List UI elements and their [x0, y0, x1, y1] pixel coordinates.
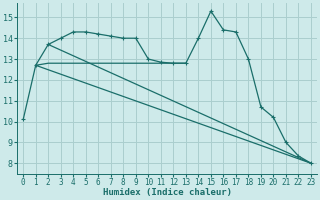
X-axis label: Humidex (Indice chaleur): Humidex (Indice chaleur) [103, 188, 232, 197]
